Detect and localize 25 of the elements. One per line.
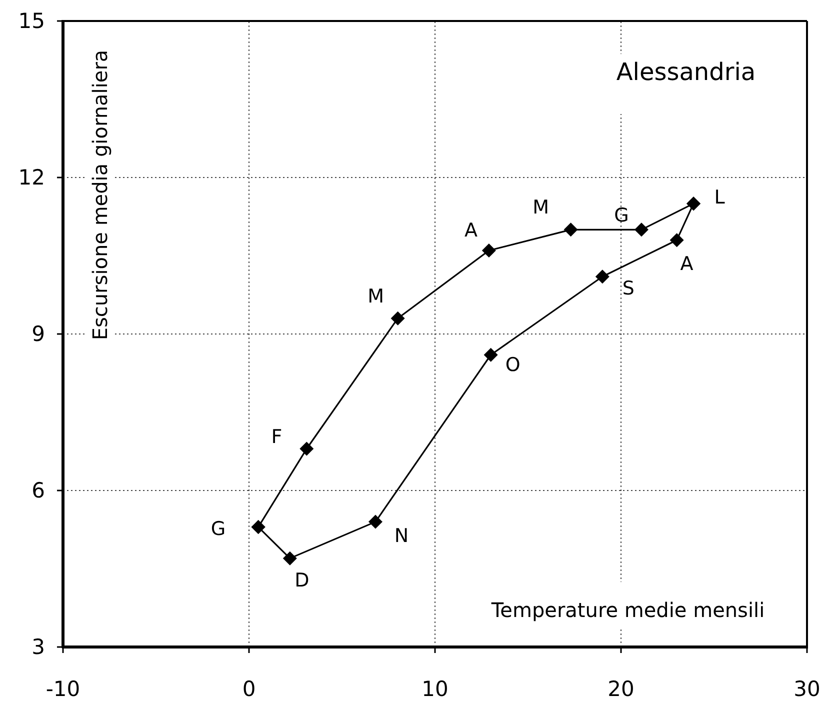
annotation: M bbox=[532, 196, 549, 219]
annotation: S bbox=[622, 278, 634, 300]
y-axis-title: Escursione media giornaliera bbox=[88, 50, 112, 340]
x-tick-label: -10 bbox=[46, 677, 80, 701]
y-tick-label: 9 bbox=[32, 322, 45, 346]
x-tick-label: 30 bbox=[794, 677, 820, 701]
annotation: N bbox=[394, 524, 409, 547]
y-tick-label: 6 bbox=[32, 478, 45, 502]
annotation: F bbox=[271, 426, 282, 448]
annotation: O bbox=[505, 354, 520, 376]
annotation: G bbox=[614, 204, 629, 227]
y-tick-label: 15 bbox=[18, 9, 45, 33]
text: Alessandria bbox=[616, 58, 756, 86]
y-tick-label: 3 bbox=[32, 635, 45, 659]
annotation: A bbox=[464, 220, 478, 242]
annotation: G bbox=[210, 518, 226, 540]
x-tick-label: 10 bbox=[422, 677, 448, 701]
annotation: D bbox=[294, 569, 310, 592]
x-tick-label: 0 bbox=[242, 677, 256, 701]
x-axis-title: Temperature medie mensili bbox=[490, 598, 765, 622]
annotation: A bbox=[680, 253, 694, 276]
annotation: M bbox=[368, 285, 384, 308]
annotation: L bbox=[714, 186, 726, 209]
y-tick-label: 12 bbox=[18, 166, 45, 190]
x-tick-label: 20 bbox=[608, 677, 634, 701]
